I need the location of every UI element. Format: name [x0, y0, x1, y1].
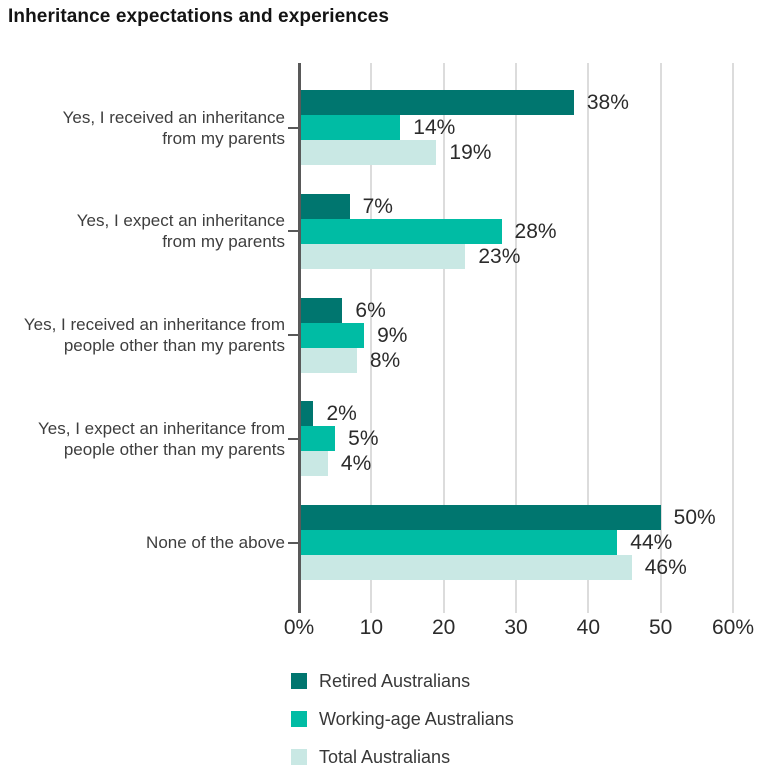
bar — [299, 347, 357, 373]
bar-value-label: 38% — [586, 91, 629, 114]
bar — [299, 218, 502, 244]
category-label: None of the above — [0, 505, 285, 580]
legend-item: Total Australians — [291, 746, 451, 767]
legend-item: Working-age Australians — [291, 708, 514, 729]
category-label-line: from my parents — [162, 232, 285, 252]
bar — [299, 505, 661, 530]
category-label-line: people other than my parents — [63, 439, 285, 459]
bar-value-label: 2% — [326, 402, 357, 426]
gridline — [370, 63, 373, 613]
category-tick — [288, 437, 299, 440]
legend-item: Retired Australians — [291, 670, 471, 691]
category-label-line: from my parents — [162, 128, 285, 148]
category-label-line: people other than my parents — [63, 336, 285, 355]
plot-area: 38% 14% 19% 7% 28% 23% 6% 9% 8% 2% 5% 4% 50% 44% 46% — [288, 63, 734, 613]
legend-item-label: Retired Australians — [319, 670, 471, 691]
bar — [299, 243, 466, 269]
bar-value-label: 8% — [369, 348, 401, 372]
bar — [299, 140, 437, 165]
legend-item-label: Total Australians — [319, 746, 451, 767]
gridline — [515, 63, 517, 613]
legend-swatch — [291, 749, 307, 765]
category-label-line: Yes, I received an inheritance — [62, 107, 285, 127]
x-tick-label: 60% — [711, 616, 755, 639]
category-tick — [288, 230, 299, 233]
category-tick — [288, 334, 299, 336]
bar — [299, 115, 401, 140]
bar-value-label: 46% — [644, 556, 687, 579]
bar — [299, 401, 314, 427]
bar — [299, 426, 336, 452]
bar-value-label: 19% — [449, 141, 492, 164]
x-tick-label: 20 — [431, 616, 456, 639]
category-label: Yes, I expect an inheritance from my pare… — [0, 194, 285, 269]
category-label: Yes, I expect an inheritance from people … — [0, 401, 285, 476]
category-label-line: Yes, I expect an inheritance from — [38, 418, 285, 438]
legend-swatch — [291, 711, 307, 727]
gridline — [659, 63, 662, 613]
category-label-line: Yes, I expect an inheritance — [76, 211, 285, 231]
bar-value-label: 9% — [377, 323, 408, 347]
gridline — [587, 63, 590, 613]
legend-item-label: Working-age Australians — [319, 708, 514, 729]
gridline — [732, 63, 734, 613]
category-tick — [288, 541, 299, 544]
category-label-line: None of the above — [146, 533, 285, 552]
bar — [299, 530, 618, 555]
chart-title: Inheritance expectations and experiences — [8, 6, 389, 27]
bar-value-label: 50% — [673, 506, 716, 529]
gridline — [442, 63, 445, 613]
bar-value-label: 28% — [514, 219, 557, 243]
category-label-line: Yes, I received an inheritance from — [23, 315, 285, 334]
bar-value-label: 14% — [413, 116, 456, 139]
x-tick-label: 50 — [648, 616, 673, 639]
bar-value-label: 44% — [630, 531, 673, 554]
bar-value-label: 7% — [362, 194, 393, 218]
bar — [299, 555, 632, 580]
bar-value-label: 23% — [478, 244, 521, 268]
x-tick-label: 10 — [359, 616, 384, 639]
bar — [299, 451, 328, 477]
x-tick-label: 40 — [576, 616, 601, 639]
category-label: Yes, I received an inheritance from peopl… — [0, 298, 285, 373]
bar — [299, 322, 365, 348]
category-label: Yes, I received an inheritance from my pa… — [0, 90, 285, 165]
bar — [299, 90, 574, 115]
bar-value-label: 5% — [348, 427, 379, 451]
category-tick — [288, 126, 299, 129]
x-tick-label: 0% — [283, 616, 315, 639]
bar — [299, 193, 350, 219]
bar-value-label: 6% — [355, 298, 386, 322]
x-tick-label: 30 — [504, 616, 528, 639]
bar — [299, 297, 343, 323]
legend-swatch — [291, 673, 307, 689]
y-axis-line — [298, 63, 301, 613]
bar-value-label: 4% — [340, 452, 372, 476]
